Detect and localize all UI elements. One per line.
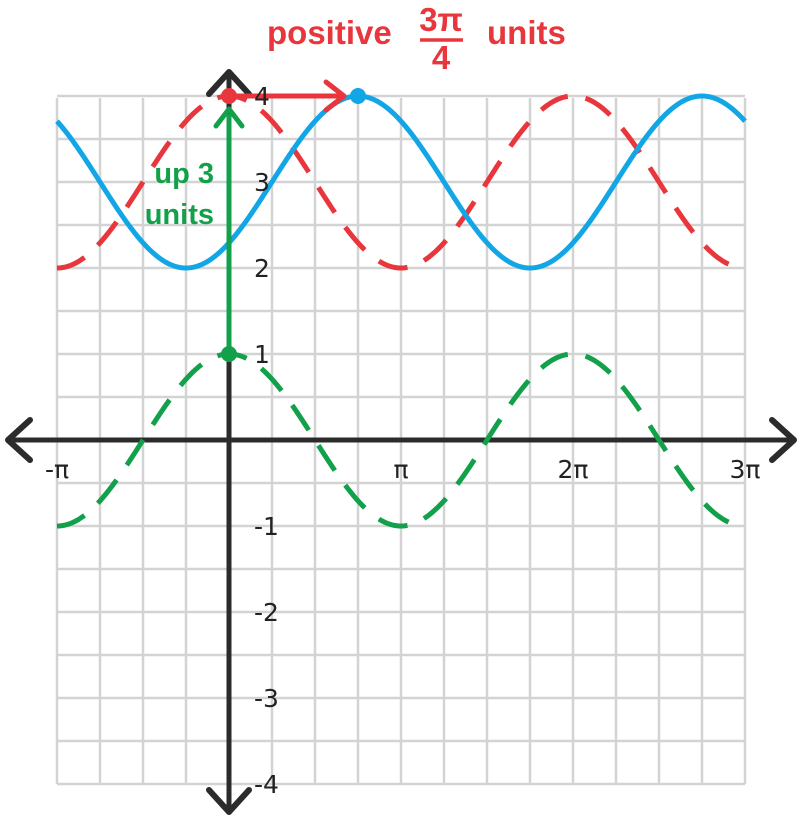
horizontal-shift-arrowhead: [323, 79, 347, 113]
series-line-1: [56, 93, 746, 271]
blue-max-point: [349, 88, 366, 104]
horizontal-shift-numerator: 3π: [419, 1, 463, 38]
x-axis-right-arrow: [769, 417, 797, 463]
y-axis-bottom-arrow: [206, 787, 252, 815]
y-tick-label: 1: [254, 340, 270, 369]
x-tick-label: π: [393, 455, 408, 484]
x-tick-label: -π: [45, 455, 69, 484]
series-line-2: [55, 93, 747, 271]
tick-labels: -π π 2π 3π 4 3 2 1 -1 -2 -3 -4: [45, 82, 761, 799]
y-tick-label: -3: [254, 684, 279, 713]
x-tick-label: 2π: [558, 455, 589, 484]
key-points: [221, 88, 366, 362]
green-max-point: [221, 346, 237, 362]
horizontal-shift-denominator: 4: [432, 39, 451, 76]
vertical-shift-line2: units: [145, 199, 214, 231]
y-tick-label: -4: [254, 770, 279, 799]
y-tick-label: 3: [254, 168, 270, 197]
vertical-shift-line1: up 3: [154, 158, 214, 190]
series-line-0: [56, 351, 746, 529]
x-axis-left-arrow: [5, 417, 33, 463]
vertical-shift-arrowhead: [213, 106, 245, 129]
horizontal-shift-suffix: units: [487, 14, 566, 51]
y-axis-top-arrow: [206, 69, 252, 97]
y-tick-label: 4: [254, 82, 270, 111]
y-tick-label: -1: [254, 512, 279, 541]
y-tick-label: 2: [254, 254, 270, 283]
horizontal-shift-prefix: positive: [267, 14, 392, 51]
red-max-point: [221, 88, 237, 104]
series-layer: [55, 93, 747, 529]
x-tick-label: 3π: [730, 455, 761, 484]
shift-arrows: [213, 79, 347, 354]
y-tick-label: -2: [254, 598, 279, 627]
